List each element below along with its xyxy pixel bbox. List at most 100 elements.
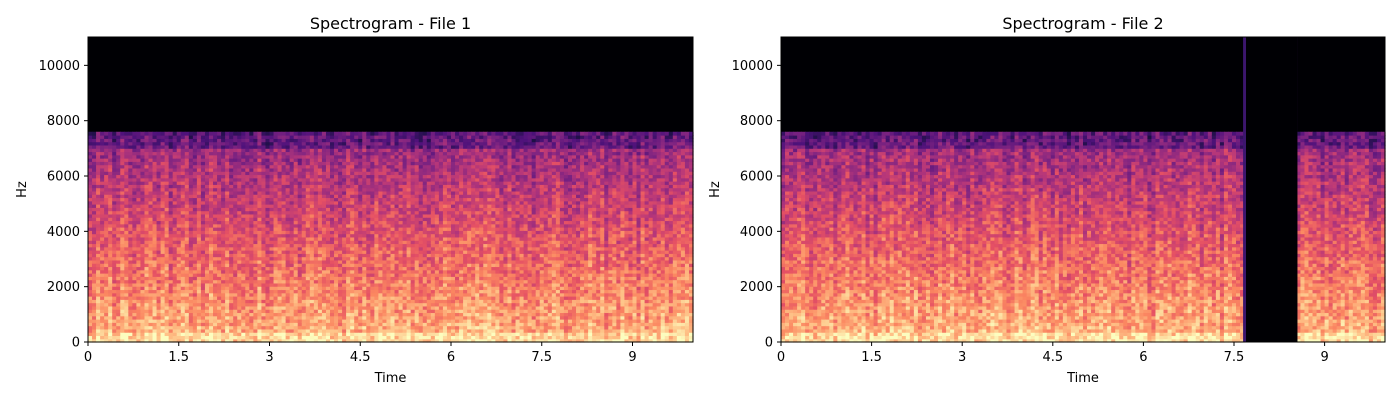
- spectrogram-cell: [132, 299, 137, 304]
- spectrogram-cell: [253, 312, 258, 317]
- spectrogram-cell: [346, 204, 351, 208]
- spectrogram-cell: [100, 158, 105, 162]
- spectrogram-cell: [317, 240, 323, 245]
- spectrogram-cell: [88, 220, 93, 225]
- spectrogram-cell: [313, 269, 319, 274]
- spectrogram-cell: [168, 217, 174, 222]
- spectrogram-cell: [209, 230, 214, 235]
- spectrogram-cell: [325, 338, 331, 343]
- spectrogram-cell: [196, 141, 202, 146]
- spectrogram-cell: [257, 197, 263, 202]
- spectrogram-cell: [233, 154, 238, 159]
- spectrogram-cell: [200, 236, 206, 241]
- spectrogram-cell: [334, 217, 339, 222]
- spectrogram-cell: [192, 141, 198, 146]
- spectrogram-cell: [229, 230, 234, 235]
- spectrogram-cell: [108, 332, 113, 337]
- spectrogram-cell: [309, 187, 315, 192]
- spectrogram-cell: [120, 144, 125, 149]
- spectrogram-cell: [204, 233, 210, 238]
- spectrogram-cell: [237, 322, 242, 327]
- spectrogram-cell: [273, 167, 279, 172]
- spectrogram-cell: [289, 273, 295, 277]
- spectrogram-cell: [144, 233, 150, 238]
- spectrogram-cell: [334, 233, 339, 238]
- spectrogram-cell: [301, 259, 307, 264]
- spectrogram-cell: [168, 151, 174, 156]
- spectrogram-cell: [233, 144, 238, 149]
- spectrogram-cell: [156, 177, 162, 182]
- spectrogram-cell: [281, 154, 287, 159]
- spectrogram-cell: [273, 220, 279, 225]
- spectrogram-cell: [104, 276, 109, 281]
- spectrogram-cell: [120, 315, 125, 320]
- spectrogram-cell: [92, 269, 97, 274]
- spectrogram-cell: [293, 276, 299, 281]
- spectrogram-cell: [293, 135, 299, 139]
- spectrogram-cell: [92, 282, 97, 287]
- spectrogram-cell: [108, 207, 113, 212]
- spectrogram-cell: [285, 181, 291, 185]
- spectrogram-cell: [253, 158, 258, 162]
- spectrogram-cell: [108, 151, 113, 156]
- spectrogram-cell: [136, 279, 142, 284]
- spectrogram-cell: [289, 148, 295, 153]
- spectrogram-cell: [200, 273, 206, 277]
- spectrogram-cell: [277, 269, 283, 274]
- spectrogram-cell: [233, 213, 238, 218]
- spectrogram-cell: [342, 273, 347, 277]
- spectrogram-cell: [108, 164, 113, 169]
- spectrogram-cell: [261, 177, 267, 182]
- spectrogram-cell: [116, 230, 121, 235]
- spectrogram-cell: [325, 148, 331, 153]
- spectrogram-cell: [225, 223, 230, 228]
- spectrogram-cell: [350, 236, 355, 241]
- spectrogram-cell: [221, 250, 226, 254]
- spectrogram-cell: [354, 296, 359, 300]
- spectrogram-cell: [281, 230, 287, 235]
- spectrogram-cell: [156, 230, 162, 235]
- spectrogram-cell: [152, 138, 158, 143]
- spectrogram-cell: [209, 302, 214, 307]
- spectrogram-cell: [301, 167, 307, 172]
- spectrogram-cell: [148, 256, 154, 261]
- spectrogram-cell: [168, 190, 174, 195]
- spectrogram-cell: [281, 289, 287, 294]
- spectrogram-cell: [180, 190, 186, 195]
- spectrogram-cell: [269, 315, 275, 320]
- spectrogram-cell: [261, 312, 267, 317]
- spectrogram-cell: [152, 220, 158, 225]
- spectrogram-cell: [156, 233, 162, 238]
- spectrogram-cell: [188, 131, 194, 136]
- spectrogram-cell: [100, 190, 105, 195]
- spectrogram-cell: [168, 273, 174, 277]
- spectrogram-cell: [261, 131, 267, 136]
- spectrogram-cell: [289, 158, 295, 162]
- spectrogram-cell: [225, 207, 230, 212]
- spectrogram-cell: [100, 144, 105, 149]
- spectrogram-cell: [277, 223, 283, 228]
- spectrogram-cell: [204, 322, 210, 327]
- spectrogram-cell: [128, 223, 133, 228]
- spectrogram-cell: [297, 187, 303, 192]
- spectrogram-cell: [297, 138, 303, 143]
- spectrogram-cell: [116, 296, 121, 300]
- spectrogram-cell: [225, 200, 230, 205]
- spectrogram-cell: [281, 204, 287, 208]
- spectrogram-cell: [180, 151, 186, 156]
- spectrogram-cell: [176, 286, 182, 291]
- spectrogram-cell: [229, 181, 234, 185]
- spectrogram-cell: [152, 240, 158, 245]
- spectrogram-cell: [249, 220, 254, 225]
- spectrogram-cell: [92, 276, 97, 281]
- spectrogram-cell: [241, 167, 246, 172]
- spectrogram-cell: [305, 269, 311, 274]
- spectrogram-cell: [156, 243, 162, 248]
- spectrogram-cell: [92, 296, 97, 300]
- spectrogram-cell: [88, 184, 93, 189]
- spectrogram-cell: [257, 233, 263, 238]
- spectrogram-cell: [160, 319, 166, 323]
- spectrogram-cell: [350, 315, 355, 320]
- spectrogram-cell: [301, 141, 307, 146]
- spectrogram-cell: [108, 279, 113, 284]
